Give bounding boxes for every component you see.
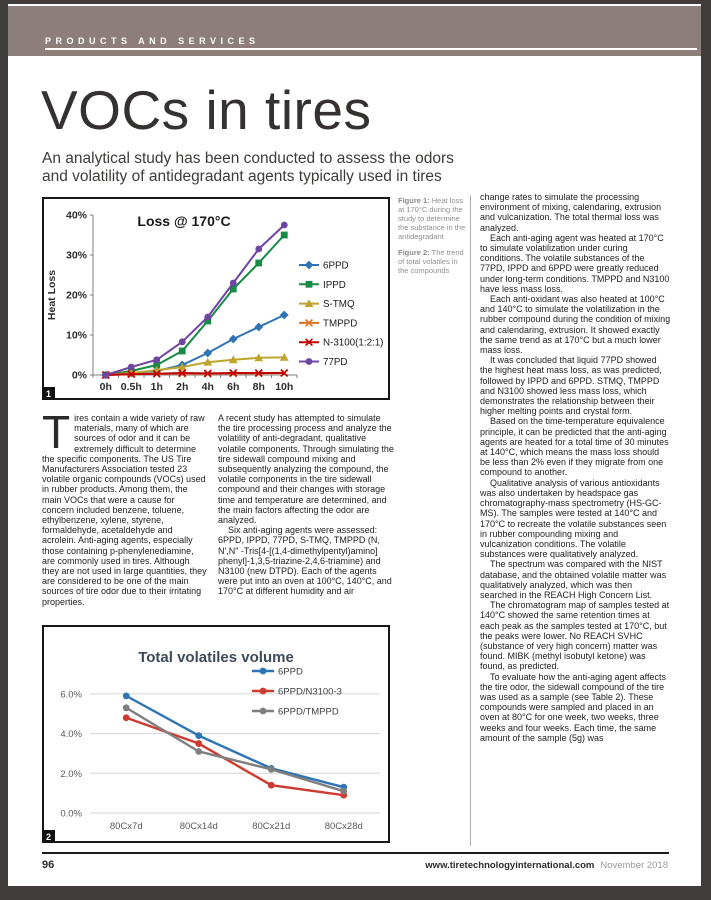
svg-text:80Cx14d: 80Cx14d — [180, 821, 218, 832]
footer-right: www.tiretechnologyinternational.com Novem… — [425, 860, 668, 871]
paragraph: change rates to simulate the processing … — [480, 192, 662, 233]
figure-1-caption: Figure 1: Heat loss at 170°C during the … — [398, 196, 468, 241]
paragraph: Each anti-oxidant was also heated at 100… — [480, 294, 671, 356]
svg-text:80Cx21d: 80Cx21d — [252, 821, 290, 832]
subtitle-line-2: and volatility of antidegradant agents t… — [42, 167, 442, 185]
svg-text:Loss @ 170°C: Loss @ 170°C — [137, 213, 230, 229]
total-volatiles-line-chart: 0.0% 2.0% 4.0% 6.0% 80Cx7d 80Cx14d 80Cx21d 80Cx… — [60, 649, 380, 832]
figure-2-badge: 2 — [42, 830, 55, 843]
svg-text:0.5h: 0.5h — [121, 381, 142, 393]
figure-1-badge: 1 — [42, 387, 55, 400]
magazine-page: PRODUCTS AND SERVICES VOCs in tires An a… — [8, 4, 701, 886]
svg-text:6PPD: 6PPD — [323, 261, 349, 272]
figure-1-heat-loss-chart: 0% 10% 20% 30% 40% 0h 0.5h 1h 2h 4h 6h 8h 10h Loss @ … — [42, 197, 390, 400]
section-header-bar: PRODUCTS AND SERVICES — [8, 6, 701, 56]
figure-2-total-volatiles-chart: 0.0% 2.0% 4.0% 6.0% 80Cx7d 80Cx14d 80Cx21d 80Cx… — [42, 625, 390, 843]
figure-1-caption-text: Heat loss at 170°C during the study to d… — [398, 196, 466, 241]
footer-website: www.tiretechnologyinternational.com — [425, 860, 595, 871]
figure-1-caption-label: Figure 1: — [398, 196, 430, 205]
page-number: 96 — [42, 859, 55, 871]
paragraph: Each anti-aging agent was heated at 170°… — [480, 232, 670, 294]
paragraph: To evaluate how the anti-aging agent aff… — [480, 671, 666, 743]
paragraph: The spectrum was compared with the NIST … — [480, 559, 667, 600]
section-label: PRODUCTS AND SERVICES — [45, 36, 260, 46]
svg-text:TMPPD: TMPPD — [323, 318, 357, 329]
svg-text:N-3100(1:2:1): N-3100(1:2:1) — [323, 338, 383, 349]
svg-text:4.0%: 4.0% — [60, 729, 82, 740]
subtitle-line-1: An analytical study has been conducted t… — [42, 150, 454, 167]
svg-text:0h: 0h — [100, 381, 112, 393]
svg-text:1h: 1h — [151, 381, 163, 393]
svg-text:77PD: 77PD — [323, 357, 348, 368]
paragraph: The chromatogram map of samples tested a… — [480, 600, 670, 672]
svg-text:2h: 2h — [176, 381, 188, 393]
svg-text:IPPD: IPPD — [323, 280, 346, 291]
figure-captions: Figure 1: Heat loss at 170°C during the … — [398, 196, 468, 282]
page-subtitle: An analytical study has been conducted t… — [42, 150, 454, 185]
svg-text:6.0%: 6.0% — [60, 689, 82, 700]
paragraph: It was concluded that liquid 77PD showed… — [480, 355, 662, 417]
svg-text:6PPD/TMPPD: 6PPD/TMPPD — [278, 707, 339, 718]
svg-text:2.0%: 2.0% — [60, 769, 82, 780]
svg-text:6h: 6h — [227, 381, 239, 393]
paragraph: Based on the time-temperature equivalenc… — [480, 416, 669, 478]
footer-rule — [42, 852, 669, 854]
figure-2-caption-text: The trend of total volatiles in the comp… — [398, 248, 464, 275]
svg-text:8h: 8h — [253, 381, 265, 393]
footer-issue: November 2018 — [600, 860, 668, 871]
svg-text:Heat Loss: Heat Loss — [46, 270, 58, 320]
svg-text:4h: 4h — [202, 381, 214, 393]
svg-text:S-TMQ: S-TMQ — [323, 299, 355, 310]
svg-text:10%: 10% — [66, 330, 88, 342]
paragraph: Qualitative analysis of various antioxid… — [480, 477, 667, 560]
svg-text:6PPD: 6PPD — [278, 667, 303, 678]
svg-text:40%: 40% — [66, 210, 88, 222]
figure-2-caption: Figure 2: The trend of total volatiles i… — [398, 248, 468, 275]
svg-text:Total volatiles volume: Total volatiles volume — [138, 649, 294, 666]
paragraph: Six anti-aging agents were assessed: 6PP… — [218, 525, 392, 597]
svg-text:20%: 20% — [66, 290, 88, 302]
drop-cap: T — [42, 406, 71, 458]
section-underline — [45, 48, 697, 50]
paragraph: A recent study has attempted to simulate… — [218, 413, 394, 526]
svg-text:80Cx28d: 80Cx28d — [325, 821, 363, 832]
svg-text:80Cx7d: 80Cx7d — [110, 821, 143, 832]
article-column-3: change rates to simulate the processing … — [480, 192, 671, 743]
figure-2-caption-label: Figure 2: — [398, 248, 430, 257]
svg-text:0%: 0% — [72, 370, 88, 382]
page-title: VOCs in tires — [41, 79, 372, 141]
svg-text:10h: 10h — [275, 381, 293, 393]
svg-text:30%: 30% — [66, 250, 88, 262]
svg-text:6PPD/N3100-3: 6PPD/N3100-3 — [278, 687, 342, 698]
svg-text:0.0%: 0.0% — [60, 809, 82, 820]
paragraph-text: ires contain a wide variety of raw mater… — [42, 413, 207, 607]
column-divider — [470, 195, 471, 846]
heat-loss-line-chart: 0% 10% 20% 30% 40% 0h 0.5h 1h 2h 4h 6h 8h 10h Loss @ … — [46, 210, 383, 394]
article-column-2: A recent study has attempted to simulate… — [218, 413, 395, 597]
